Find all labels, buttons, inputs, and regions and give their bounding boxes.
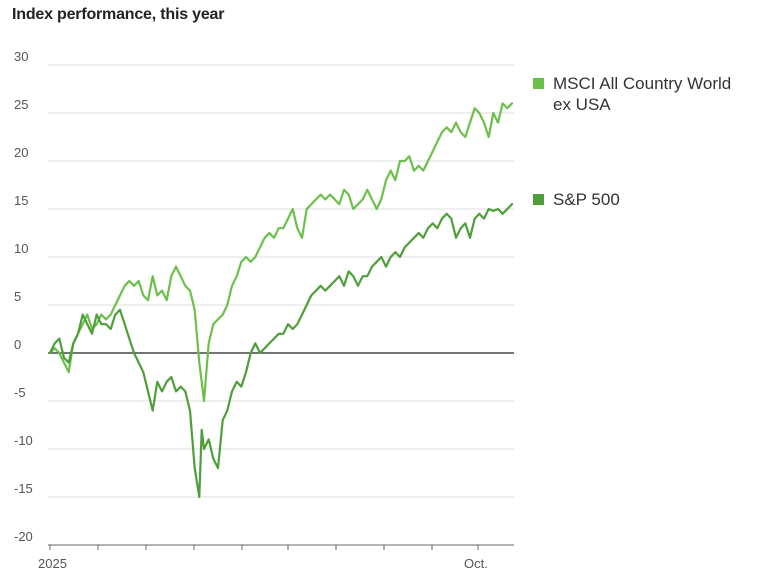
y-tick-label: 0 bbox=[14, 337, 21, 352]
legend-label: S&P 500 bbox=[553, 190, 620, 209]
y-tick-label: -15 bbox=[14, 481, 33, 496]
series-line-sp500 bbox=[50, 204, 512, 497]
series-line-msci bbox=[50, 103, 512, 401]
x-tick-label: Oct. bbox=[464, 556, 488, 571]
legend-label: ex USA bbox=[553, 95, 611, 114]
y-axis-tick-labels: 30 25 20 15 10 5 0 -5 -10 -15 -20 bbox=[14, 49, 33, 544]
y-tick-label: 20 bbox=[14, 145, 28, 160]
y-tick-label: 5 bbox=[14, 289, 21, 304]
y-tick-label: 10 bbox=[14, 241, 28, 256]
x-tick-label: 2025 bbox=[38, 556, 67, 571]
y-tick-label: 15 bbox=[14, 193, 28, 208]
legend-label: MSCI All Country World bbox=[553, 74, 731, 93]
y-tick-label: 30 bbox=[14, 49, 28, 64]
grid-lines bbox=[48, 65, 514, 545]
legend: MSCI All Country World ex USA S&P 500 bbox=[533, 74, 731, 209]
legend-swatch bbox=[533, 78, 544, 89]
legend-swatch bbox=[533, 194, 544, 205]
y-tick-label: -5 bbox=[14, 385, 26, 400]
y-tick-label: -20 bbox=[14, 529, 33, 544]
y-tick-label: 25 bbox=[14, 97, 28, 112]
y-tick-label: -10 bbox=[14, 433, 33, 448]
series-lines bbox=[50, 103, 512, 497]
x-axis: 2025 Oct. bbox=[38, 545, 514, 571]
